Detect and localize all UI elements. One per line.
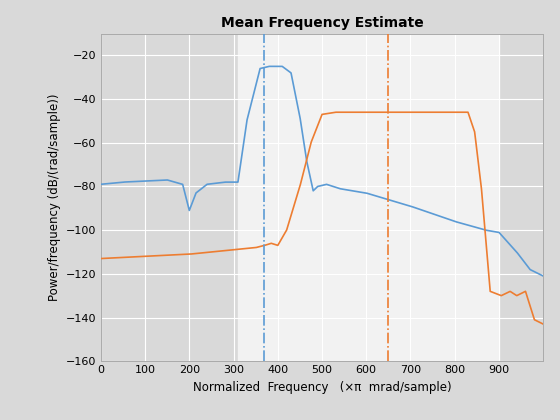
Y-axis label: Power/frequency (dB/(rad/sample)): Power/frequency (dB/(rad/sample)) (48, 94, 60, 301)
X-axis label: Normalized  Frequency   (×π  mrad/sample): Normalized Frequency (×π mrad/sample) (193, 381, 451, 394)
Bar (238, 34, 499, 361)
Title: Mean Frequency Estimate: Mean Frequency Estimate (221, 16, 423, 30)
